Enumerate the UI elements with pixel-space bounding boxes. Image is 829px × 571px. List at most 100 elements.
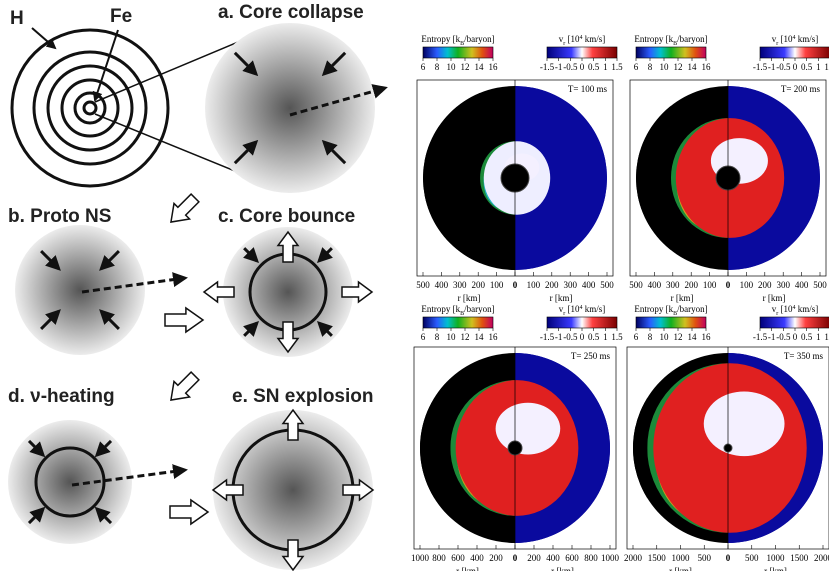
axis-tick-label: 400 [582, 280, 596, 290]
colorbar-label: Entropy [kB/baryon] [421, 34, 494, 47]
colorbar-tick-label: 12 [674, 62, 683, 72]
colorbar-tick-label: -1.5 [540, 332, 555, 342]
axis-tick-label: 1500 [790, 553, 809, 563]
colorbar-tick-label: -0.5 [776, 62, 791, 72]
colorbar-tick-label: 14 [688, 62, 698, 72]
time-label: T= 200 ms [781, 84, 821, 94]
shell [62, 80, 118, 136]
axis-tick-label: 0 [726, 553, 731, 563]
axis-label: r [km] [456, 566, 479, 571]
colorbar-tick-label: 10 [660, 62, 670, 72]
axis-tick-label: 1500 [648, 553, 667, 563]
time-label: T= 250 ms [571, 351, 611, 361]
axis-tick-label: 500 [745, 553, 759, 563]
axis-tick-label: 400 [795, 280, 809, 290]
axis-label: r [km] [763, 293, 786, 303]
panel-label: d. ν-heating [8, 386, 115, 407]
colorbar [760, 317, 829, 328]
colorbar-label-part: /baryon] [677, 34, 708, 44]
colorbar-tick-label: -1 [768, 62, 776, 72]
axis-tick-label: 0 [513, 280, 518, 290]
axis-tick-label: 100 [490, 280, 504, 290]
axis-tick-label: 500 [698, 553, 712, 563]
axis-tick-label: 300 [563, 280, 577, 290]
colorbar-label: Entropy [kB/baryon] [634, 304, 707, 317]
colorbar [636, 317, 706, 328]
axis-tick-label: 1000 [767, 553, 786, 563]
axis-tick-label: 300 [776, 280, 790, 290]
colorbar-tick-label: 0 [580, 332, 585, 342]
colorbar-tick-label: 12 [461, 62, 470, 72]
axis-tick-label: 0 [513, 553, 518, 563]
axis-tick-label: 500 [813, 280, 827, 290]
shell [75, 93, 105, 123]
colorbar-label: vr [104 km/s] [772, 304, 819, 317]
colorbar-tick-label: 8 [435, 62, 440, 72]
block-arrow-shape [170, 500, 208, 524]
axis-tick-label: 600 [565, 553, 579, 563]
colorbar-tick-label: 0 [793, 62, 798, 72]
colorbar-label-part: [10 [778, 34, 793, 44]
axis-tick-label: 200 [684, 280, 698, 290]
axis-tick-label: 500 [600, 280, 614, 290]
colorbar-tick-label: -1.5 [753, 332, 768, 342]
panel-label: c. Core bounce [218, 206, 355, 227]
colorbar-label-part: Entropy [k [421, 304, 460, 314]
colorbar-tick-label: 1 [603, 62, 608, 72]
colorbar-tick-label: 0.5 [801, 62, 813, 72]
panel-label: a. Core collapse [218, 2, 364, 23]
colorbar-label: vr [104 km/s] [772, 34, 819, 47]
colorbar-tick-label: 12 [674, 332, 683, 342]
colorbar-tick-label: 0 [793, 332, 798, 342]
velocity-region [704, 391, 785, 456]
axis-tick-label: 400 [546, 553, 560, 563]
colorbar-label-part: /baryon] [464, 304, 495, 314]
shell [34, 52, 146, 164]
axis-tick-label: 2000 [624, 553, 643, 563]
axis-tick-label: 100 [527, 280, 541, 290]
block-arrow [163, 190, 203, 230]
axis-tick-label: 500 [416, 280, 430, 290]
block-arrow-shape [163, 368, 203, 408]
colorbar-tick-label: -1 [555, 62, 563, 72]
colorbar-tick-label: 6 [421, 62, 426, 72]
colorbar [423, 47, 493, 58]
colorbar-tick-label: 6 [634, 332, 639, 342]
axis-label: r [km] [550, 293, 573, 303]
axis-tick-label: 800 [432, 553, 446, 563]
axis-tick-label: 800 [584, 553, 598, 563]
figure: H Fe a. Core collapse b. Proto NS c. Cor… [0, 0, 829, 571]
axis-tick-label: 300 [666, 280, 680, 290]
colorbar-label-part: [10 [565, 34, 580, 44]
colorbar-tick-label: 8 [435, 332, 440, 342]
colorbar-tick-label: 8 [648, 62, 653, 72]
colorbar-tick-label: -1 [768, 332, 776, 342]
colorbar-tick-label: 10 [447, 332, 457, 342]
colorbar-tick-label: -1.5 [753, 62, 768, 72]
axis-tick-label: 200 [471, 280, 485, 290]
block-arrow [170, 500, 208, 524]
colorbar-tick-label: 16 [702, 62, 712, 72]
colorbar-tick-label: 1 [816, 332, 821, 342]
colorbar-label: vr [104 km/s] [559, 304, 606, 317]
layer-label: H [10, 8, 24, 29]
colorbar-tick-label: 10 [660, 332, 670, 342]
colorbar-label-part: km/s] [795, 34, 818, 44]
axis-tick-label: 1000 [601, 553, 620, 563]
colorbar-tick-label: 12 [461, 332, 470, 342]
axis-tick-label: 500 [629, 280, 643, 290]
colorbar-tick-label: 6 [634, 62, 639, 72]
colorbar-label-part: [10 [565, 304, 580, 314]
colorbar-tick-label: 16 [489, 332, 499, 342]
axis-tick-label: 400 [470, 553, 484, 563]
colorbar [760, 47, 829, 58]
axis-label: r [km] [458, 293, 481, 303]
axis-tick-label: 200 [758, 280, 772, 290]
axis-label: r [km] [671, 293, 694, 303]
axis-label: r [km] [764, 566, 787, 571]
colorbar-label-part: km/s] [795, 304, 818, 314]
axis-tick-label: 0 [726, 280, 731, 290]
block-arrow-shape [163, 190, 203, 230]
colorbar-label-part: [10 [778, 304, 793, 314]
colorbar-tick-label: 8 [648, 332, 653, 342]
